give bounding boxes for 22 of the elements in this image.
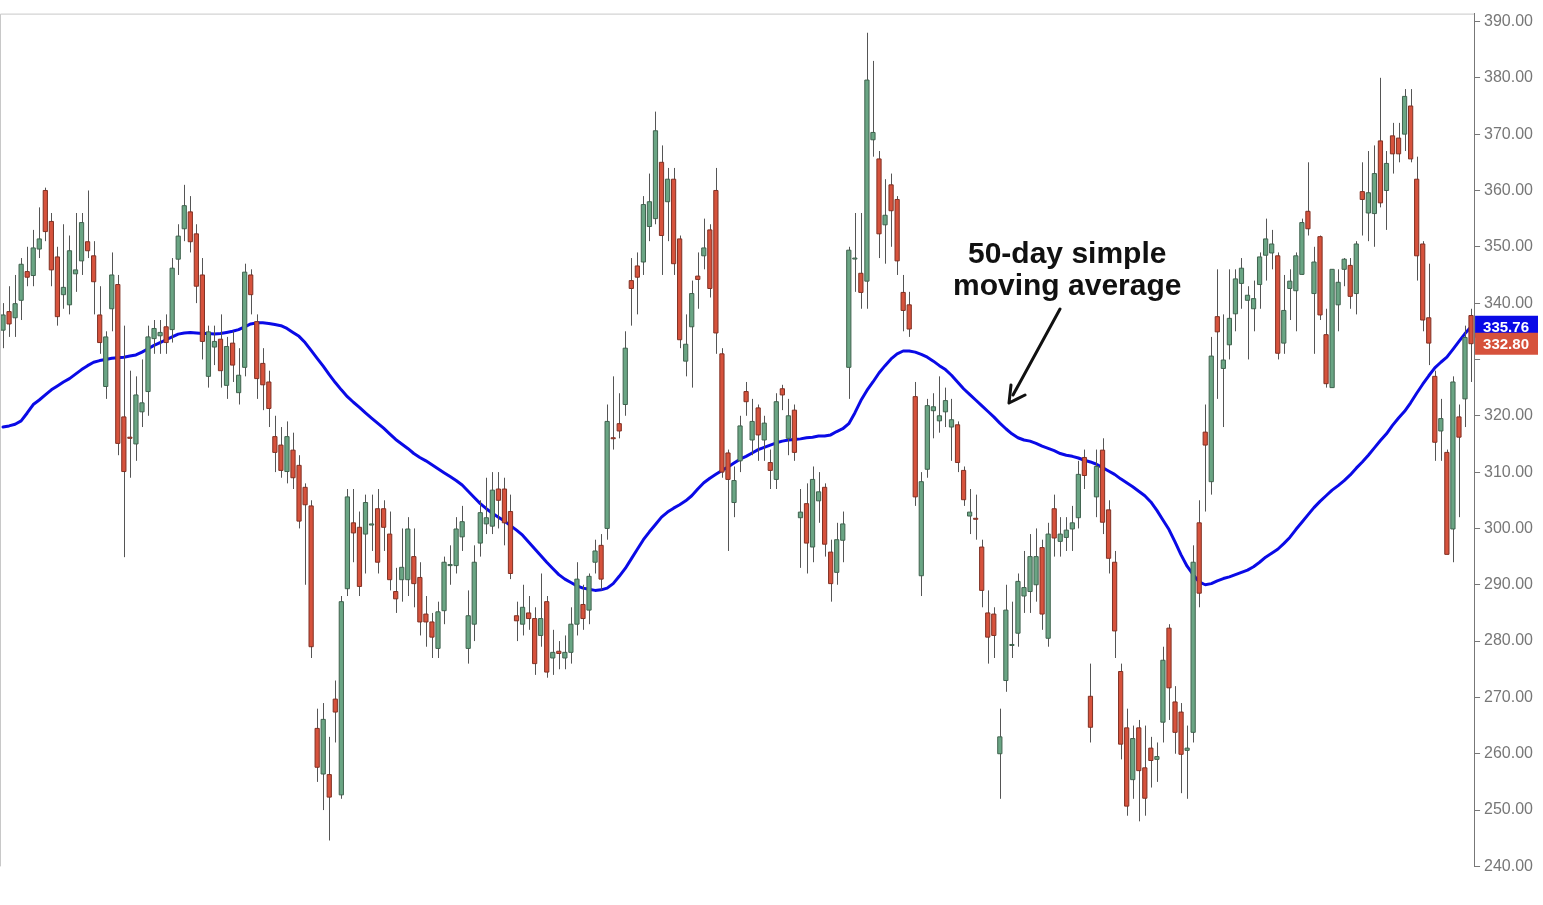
- candlestick: [731, 465, 737, 518]
- y-tick-label: 270.00: [1484, 687, 1534, 705]
- text: 332.80: [1483, 334, 1529, 352]
- y-tick-label: 280.00: [1484, 631, 1534, 649]
- y-tick-label: 340.00: [1484, 293, 1534, 311]
- y-tick-label: 260.00: [1484, 744, 1534, 762]
- y-tick-label: 390.00: [1484, 11, 1534, 29]
- y-tick-label: 360.00: [1484, 180, 1534, 198]
- y-tick-label: 290.00: [1484, 575, 1534, 593]
- y-tick-label: 250.00: [1484, 800, 1534, 818]
- y-tick-label: 370.00: [1484, 124, 1534, 142]
- y-tick-label: 300.00: [1484, 518, 1534, 536]
- y-tick-label: 310.00: [1484, 462, 1534, 480]
- candlestick: [0, 302, 6, 349]
- y-tick-label: 380.00: [1484, 68, 1534, 86]
- y-tick-label: 320.00: [1484, 406, 1534, 424]
- annotation: 50-day simple moving average: [953, 236, 1182, 302]
- candlestick: [592, 539, 598, 574]
- y-tick-label: 240.00: [1484, 856, 1534, 874]
- text: 335.76: [1483, 317, 1529, 335]
- candlestick: [1456, 404, 1462, 518]
- y-tick-label: 350.00: [1484, 237, 1534, 255]
